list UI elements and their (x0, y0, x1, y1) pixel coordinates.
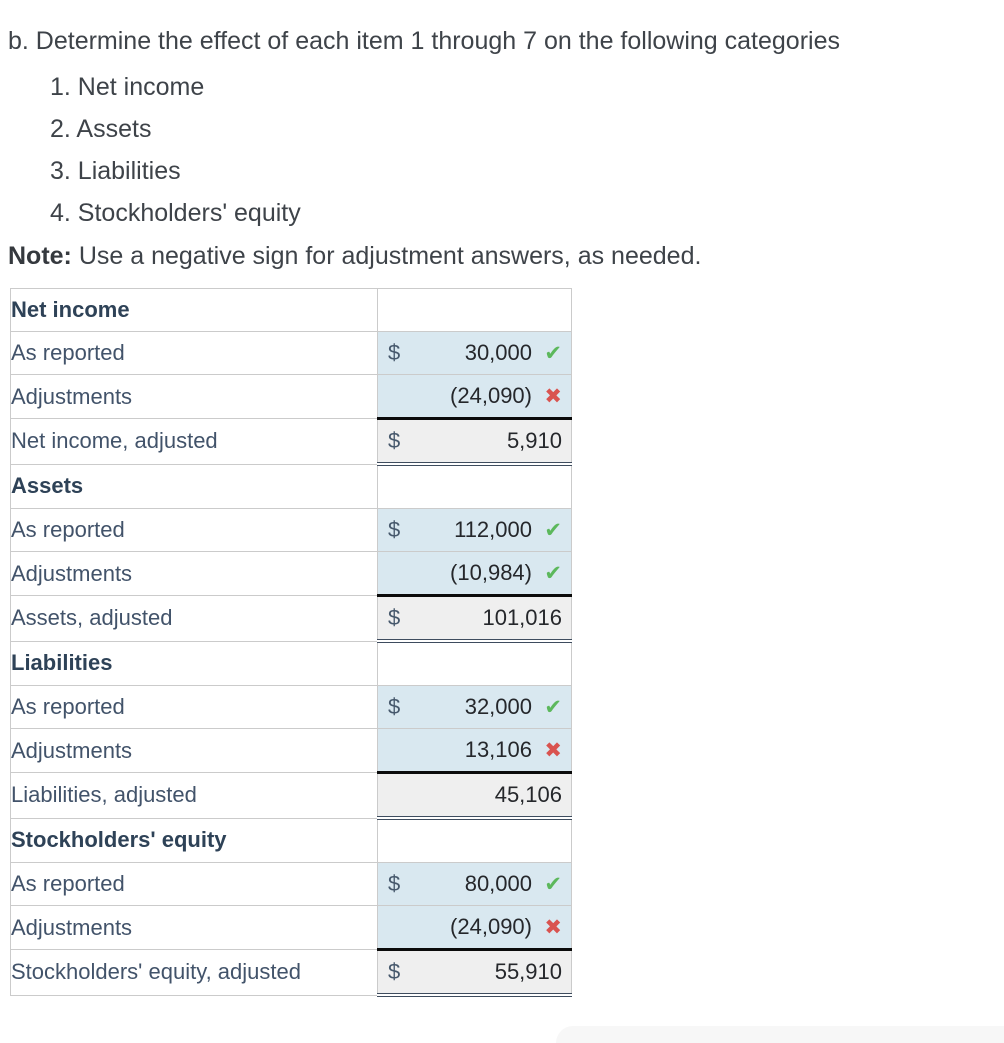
amount-value: (24,090) (450, 383, 532, 408)
amount-input-cell[interactable]: $ 112,000 ✔ (377, 508, 572, 552)
table-row: As reported $ 30,000 ✔ (10, 331, 572, 375)
row-label: Adjustments (10, 551, 378, 596)
computed-total-cell: $ 5,910 (377, 417, 572, 466)
category-list-item: 1. Net income (50, 73, 205, 101)
category-list: 1. Net income 2. Assets 3. Liabilities 4… (0, 66, 1004, 234)
section-title: Assets (10, 463, 378, 509)
amount-input-cell[interactable]: $ 30,000 ✔ (377, 331, 572, 375)
category-list-item: 3. Liabilities (50, 157, 181, 185)
currency-symbol: $ (388, 871, 401, 896)
table-row: Stockholders' equity, adjusted $ 55,910 (10, 948, 572, 997)
amount-input-cell[interactable]: (24,090) ✖ (377, 905, 572, 950)
currency-symbol: $ (388, 694, 401, 719)
currency-symbol: $ (388, 517, 401, 542)
category-list-item: 2. Assets (50, 115, 152, 143)
amount-value: 5,910 (506, 428, 562, 453)
amount-value: (24,090) (450, 914, 532, 939)
row-label: As reported (10, 508, 378, 552)
incorrect-icon: ✖ (544, 915, 562, 939)
amount-value: 112,000 (454, 517, 532, 542)
correct-icon: ✔ (544, 518, 562, 542)
row-label: As reported (10, 331, 378, 375)
amount-input-cell[interactable]: $ 32,000 ✔ (377, 685, 572, 729)
row-label: Adjustments (10, 728, 378, 773)
correct-icon: ✔ (544, 872, 562, 896)
table-row: Adjustments (10,984) ✔ (10, 551, 572, 596)
row-label: As reported (10, 685, 378, 729)
question-panel: b. Determine the effect of each item 1 t… (0, 26, 1004, 997)
question-text: b. Determine the effect of each item 1 t… (8, 27, 840, 55)
table-row: Adjustments 13,106 ✖ (10, 728, 572, 773)
currency-symbol: $ (388, 959, 401, 984)
incorrect-icon: ✖ (544, 384, 562, 408)
table-row: Assets, adjusted $ 101,016 (10, 594, 572, 643)
amount-value: 55,910 (494, 959, 562, 984)
row-label: Net income, adjusted (10, 418, 378, 465)
table-row: Adjustments (24,090) ✖ (10, 905, 572, 950)
empty-cell (377, 640, 572, 686)
amount-input-cell[interactable]: 13,106 ✖ (377, 728, 572, 773)
section-title: Liabilities (10, 640, 378, 686)
row-label: Assets, adjusted (10, 595, 378, 642)
background-panel-corner (556, 1026, 1004, 1043)
currency-symbol: $ (388, 340, 401, 365)
section-header-row: Stockholders' equity (10, 817, 572, 863)
worksheet-table: Net income As reported $ 30,000 ✔ Adjust… (10, 288, 572, 997)
section-title: Net income (10, 288, 378, 332)
amount-value: 45,106 (494, 782, 562, 807)
computed-total-cell: $ 101,016 (377, 594, 572, 643)
table-row: As reported $ 112,000 ✔ (10, 508, 572, 552)
computed-total-cell: $ 55,910 (377, 948, 572, 997)
category-list-item: 4. Stockholders' equity (50, 199, 301, 227)
amount-value: 80,000 (464, 871, 532, 896)
table-row: As reported $ 80,000 ✔ (10, 862, 572, 906)
computed-total-cell: 45,106 (377, 771, 572, 820)
section-header-row: Net income (10, 288, 572, 332)
correct-icon: ✔ (544, 561, 562, 585)
note-text: Use a negative sign for adjustment answe… (71, 242, 702, 270)
amount-value: 101,016 (482, 605, 562, 630)
amount-value: 13,106 (464, 737, 532, 762)
row-label: As reported (10, 862, 378, 906)
section-title: Stockholders' equity (10, 817, 378, 863)
section-header-row: Assets (10, 463, 572, 509)
amount-value: (10,984) (450, 560, 532, 585)
note-label: Note: (8, 242, 72, 270)
amount-value: 30,000 (464, 340, 532, 365)
correct-icon: ✔ (544, 341, 562, 365)
currency-symbol: $ (388, 605, 401, 630)
table-row: As reported $ 32,000 ✔ (10, 685, 572, 729)
row-label: Stockholders' equity, adjusted (10, 949, 378, 996)
amount-input-cell[interactable]: $ 80,000 ✔ (377, 862, 572, 906)
table-row: Liabilities, adjusted 45,106 (10, 771, 572, 820)
correct-icon: ✔ (544, 695, 562, 719)
amount-input-cell[interactable]: (10,984) ✔ (377, 551, 572, 596)
note: Note: Use a negative sign for adjustment… (8, 241, 1004, 271)
empty-cell (377, 288, 572, 332)
row-label: Adjustments (10, 905, 378, 950)
empty-cell (377, 463, 572, 509)
row-label: Liabilities, adjusted (10, 772, 378, 819)
section-header-row: Liabilities (10, 640, 572, 686)
row-label: Adjustments (10, 374, 378, 419)
amount-input-cell[interactable]: (24,090) ✖ (377, 374, 572, 419)
currency-symbol: $ (388, 428, 401, 453)
incorrect-icon: ✖ (544, 738, 562, 762)
table-row: Adjustments (24,090) ✖ (10, 374, 572, 419)
table-row: Net income, adjusted $ 5,910 (10, 417, 572, 466)
amount-value: 32,000 (464, 694, 532, 719)
empty-cell (377, 817, 572, 863)
